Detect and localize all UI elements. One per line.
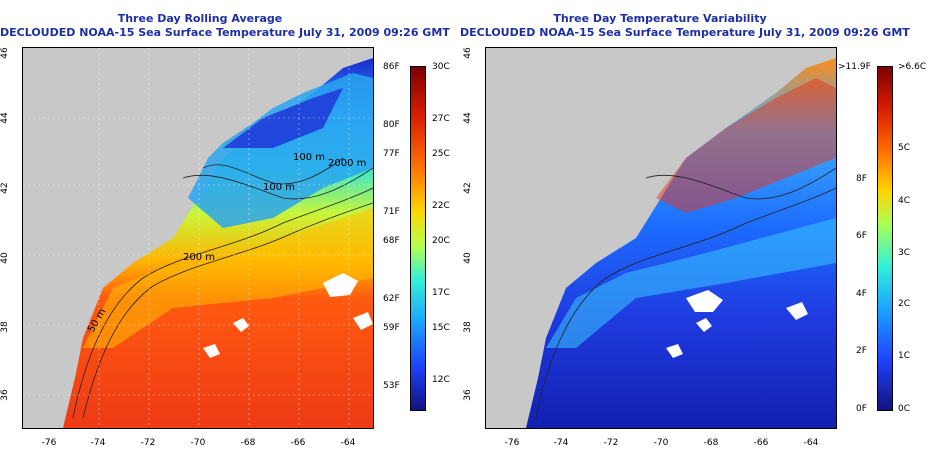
colorbar-c-label: 25C: [432, 149, 450, 159]
colorbar-c-label: 30C: [432, 62, 450, 72]
lat-label-right: 38: [463, 321, 473, 333]
variability-c-label: 0C: [898, 404, 911, 414]
lon-label: -66: [290, 438, 306, 448]
colorbar-c-label: 27C: [432, 114, 450, 124]
colorbar-f-label: 80F: [383, 120, 400, 130]
lon-label: -70: [190, 438, 206, 448]
variability-c-label: >6.6C: [898, 62, 927, 72]
lon-label-right: -74: [553, 438, 569, 448]
lat-label: 36: [0, 389, 10, 401]
lat-label-right: 40: [463, 252, 473, 264]
variability-f-label: >11.9F: [838, 62, 871, 72]
colorbar-f-label: 53F: [383, 381, 400, 391]
variability-c-label: 5C: [898, 143, 911, 153]
lon-label: -74: [90, 438, 106, 448]
lon-label-right: -72: [603, 438, 619, 448]
variability-c-label: 3C: [898, 248, 911, 258]
lat-label: 42: [0, 182, 10, 194]
variability-c-label: 4C: [898, 196, 911, 206]
colorbar-c-label: 15C: [432, 323, 450, 333]
left-title-line2: DECLOUDED NOAA-15 Sea Surface Temperatur…: [0, 26, 450, 39]
colorbar-f-label: 68F: [383, 236, 400, 246]
colorbar-c-label: 20C: [432, 236, 450, 246]
lat-label-right: 44: [463, 112, 473, 124]
left-title-line1: Three Day Rolling Average: [117, 12, 283, 25]
lat-label-right: 46: [463, 47, 473, 59]
lon-label-right: -70: [653, 438, 669, 448]
sst-variability-map-image: [486, 48, 836, 428]
contour-label-200m: 200 m: [183, 252, 215, 263]
variability-f-label: 0F: [856, 404, 867, 414]
colorbar-f-label: 77F: [383, 149, 400, 159]
variability-colorbar: [877, 66, 893, 411]
lon-label-right: -76: [504, 438, 520, 448]
variability-f-label: 4F: [856, 289, 867, 299]
colorbar-f-label: 62F: [383, 294, 400, 304]
variability-f-label: 8F: [856, 174, 867, 184]
variability-c-label: 1C: [898, 351, 911, 361]
contour-label-100m-2: 100 m: [263, 182, 295, 193]
sst-average-map: 100 m 100 m 2000 m 200 m 50 m: [22, 47, 374, 429]
left-map-title: Three Day Rolling Average DECLOUDED NOAA…: [0, 12, 450, 40]
lon-label-right: -64: [803, 438, 819, 448]
colorbar-c-label: 17C: [432, 288, 450, 298]
sst-variability-map: [485, 47, 837, 429]
sst-colorbar: [410, 66, 426, 411]
colorbar-f-label: 59F: [383, 323, 400, 333]
variability-c-label: 2C: [898, 299, 911, 309]
lon-label-right: -66: [753, 438, 769, 448]
colorbar-c-label: 22C: [432, 201, 450, 211]
lon-label: -68: [240, 438, 256, 448]
colorbar-f-label: 71F: [383, 207, 400, 217]
lat-label: 40: [0, 252, 10, 264]
lon-label: -76: [41, 438, 57, 448]
lat-label: 46: [0, 47, 10, 59]
lat-label: 38: [0, 321, 10, 333]
contour-label-2000m: 2000 m: [328, 158, 366, 169]
colorbar-c-label: 12C: [432, 375, 450, 385]
right-title-line1: Three Day Temperature Variability: [553, 12, 767, 25]
variability-f-label: 6F: [856, 231, 867, 241]
lon-label: -72: [140, 438, 156, 448]
lat-label-right: 36: [463, 389, 473, 401]
contour-label-100m: 100 m: [293, 152, 325, 163]
lat-label-right: 42: [463, 182, 473, 194]
right-map-title: Three Day Temperature Variability DECLOU…: [460, 12, 910, 40]
lon-label-right: -68: [703, 438, 719, 448]
variability-f-label: 2F: [856, 346, 867, 356]
right-title-line2: DECLOUDED NOAA-15 Sea Surface Temperatur…: [460, 26, 910, 39]
sst-average-map-image: 100 m 100 m 2000 m 200 m 50 m: [23, 48, 373, 428]
lon-label: -64: [340, 438, 356, 448]
lat-label: 44: [0, 112, 10, 124]
colorbar-f-label: 86F: [383, 62, 400, 72]
